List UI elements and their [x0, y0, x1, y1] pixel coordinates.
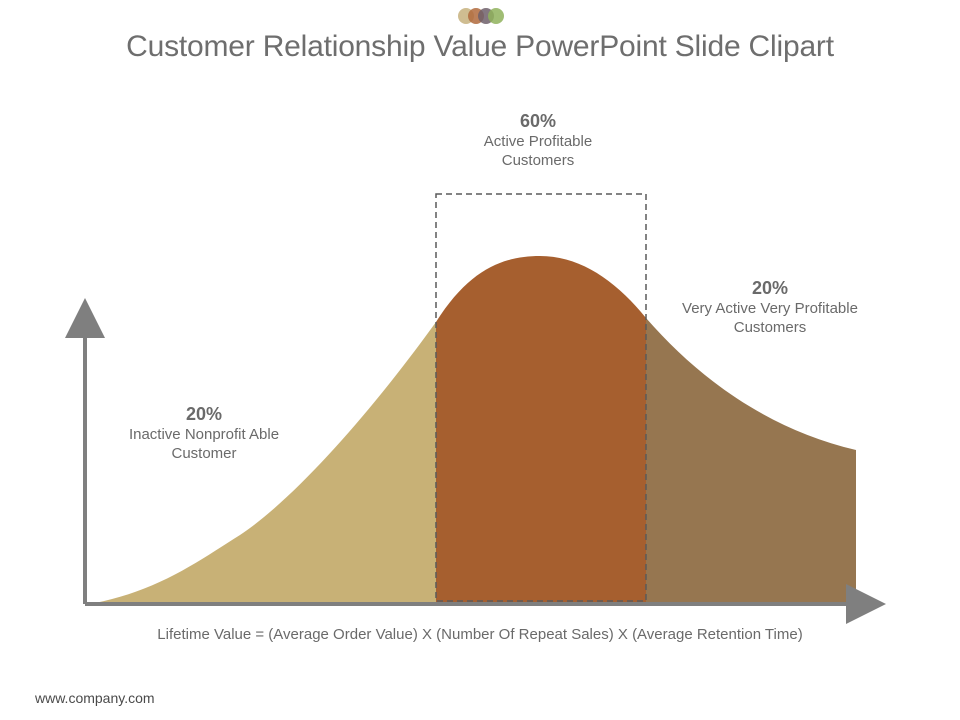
label-right-percent: 20% — [751, 278, 789, 298]
label-middle-description: Active Profitable Customers — [483, 133, 593, 169]
segment-middle-area — [436, 256, 646, 603]
label-left-description: Inactive Nonprofit Able Customer — [128, 426, 280, 462]
footer-website: www.company.com — [35, 690, 155, 706]
label-very-active: 20% Very Active Very Profitable Customer… — [665, 279, 875, 337]
slide-title: Customer Relationship Value PowerPoint S… — [126, 30, 834, 63]
label-right-description: Very Active Very Profitable Customers — [682, 300, 858, 336]
decorative-dots — [458, 8, 504, 26]
segment-right-area — [646, 318, 856, 603]
segment-left-area — [95, 322, 436, 603]
label-inactive: 20% Inactive Nonprofit Able Customer — [104, 405, 304, 463]
label-middle-percent: 60% — [519, 111, 557, 131]
label-left-percent: 20% — [185, 404, 223, 424]
lifetime-value-formula: Lifetime Value = (Average Order Value) X… — [157, 626, 803, 643]
label-active-profitable: 60% Active Profitable Customers — [438, 112, 638, 170]
dot-4 — [488, 8, 504, 24]
dashed-highlight-box — [435, 193, 647, 602]
